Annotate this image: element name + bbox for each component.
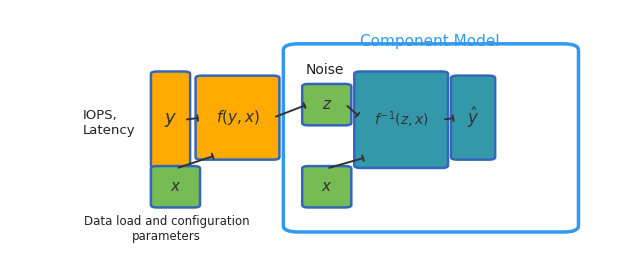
Text: IOPS,
Latency: IOPS, Latency — [83, 109, 135, 137]
Text: Component Model: Component Model — [360, 34, 499, 49]
Text: $x$: $x$ — [321, 179, 333, 194]
FancyBboxPatch shape — [151, 166, 200, 207]
Text: Data load and configuration
parameters: Data load and configuration parameters — [84, 215, 250, 243]
FancyBboxPatch shape — [451, 76, 495, 160]
Text: $f(y,x)$: $f(y,x)$ — [216, 108, 259, 127]
Text: $\hat{y}$: $\hat{y}$ — [467, 105, 479, 130]
FancyBboxPatch shape — [196, 76, 280, 160]
FancyBboxPatch shape — [355, 72, 448, 168]
Text: $x$: $x$ — [170, 179, 181, 194]
FancyBboxPatch shape — [302, 166, 351, 207]
Text: $z$: $z$ — [321, 97, 332, 112]
Text: $f^{-1}(z,x)$: $f^{-1}(z,x)$ — [374, 109, 429, 130]
FancyBboxPatch shape — [151, 72, 190, 168]
Text: Noise: Noise — [306, 63, 344, 77]
Text: $y$: $y$ — [164, 111, 177, 129]
FancyBboxPatch shape — [302, 84, 351, 125]
